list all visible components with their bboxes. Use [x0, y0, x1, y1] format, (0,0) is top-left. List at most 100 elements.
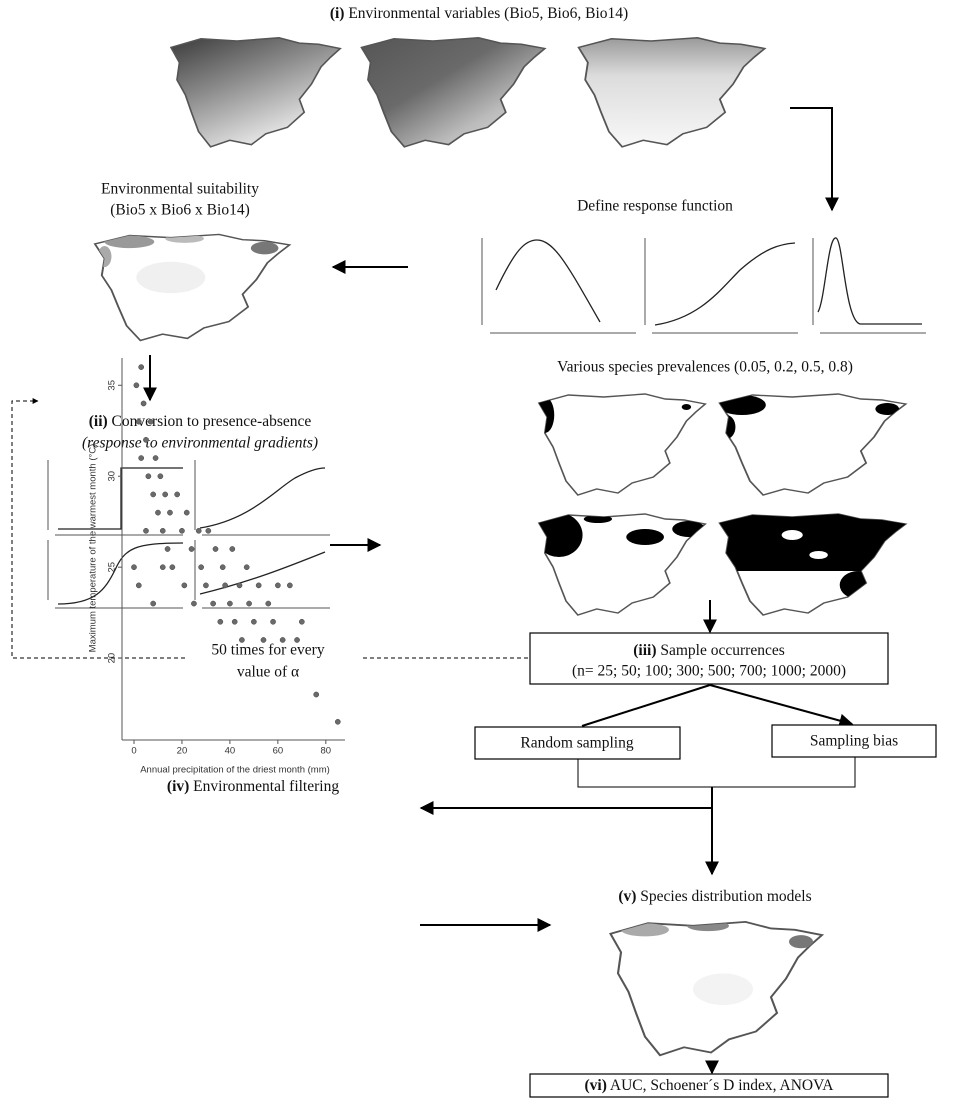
scatter-point [335, 719, 340, 724]
x-axis-label: Annual precipitation of the driest month… [140, 765, 330, 776]
x-tick-label: 20 [177, 746, 188, 757]
scatter-point [139, 455, 144, 460]
scatter-point [218, 619, 223, 624]
scatter-point [227, 601, 232, 606]
scatter-point [213, 546, 218, 551]
step-v-heading: (v) Species distribution models [618, 888, 811, 905]
scatter-point [182, 583, 187, 588]
step-label: (iii) [633, 642, 656, 659]
scatter-point [160, 565, 165, 570]
scatter-point [153, 455, 158, 460]
scatter-point [160, 528, 165, 533]
map-prevalence [535, 513, 705, 615]
scatter-point [261, 637, 266, 642]
suitability-line: Environmental suitability [101, 181, 259, 198]
scatter-point [143, 437, 148, 442]
step-iv-heading: (iv) Environmental filtering [167, 778, 339, 795]
step-text: Species distribution models [640, 888, 811, 905]
scatter-point [220, 565, 225, 570]
step-iii-detail: (n= 25; 50; 100; 300; 500; 700; 1000; 20… [572, 663, 846, 680]
response-heading: Define response function [577, 198, 733, 215]
x-tick-label: 80 [321, 746, 332, 757]
scatter-point [256, 583, 261, 588]
y-axis-label: Maximum temperature of the warmest month… [88, 444, 99, 653]
map-bio5 [171, 38, 340, 147]
y-tick-label: 20 [107, 653, 118, 664]
scatter-point [179, 528, 184, 533]
scatter-point [151, 492, 156, 497]
map-bio14 [579, 38, 765, 147]
scatter-point [294, 637, 299, 642]
scatter-point [230, 546, 235, 551]
y-tick-label: 25 [107, 562, 118, 573]
scatter-point [244, 565, 249, 570]
scatter-point [184, 510, 189, 515]
scatter-point [275, 583, 280, 588]
scatter-point [134, 383, 139, 388]
workflow-diagram: (i) Environmental variables (Bio5, Bio6,… [0, 0, 959, 1099]
step-text: Sample occurrences [660, 642, 784, 659]
map-bio6 [362, 38, 545, 147]
loop-text: value of α [237, 664, 299, 681]
y-tick-label: 30 [107, 471, 118, 482]
step-text: AUC, Schoener´s D index, ANOVA [610, 1077, 834, 1094]
random-text: Random sampling [520, 735, 633, 752]
scatter-point [251, 619, 256, 624]
scatter-point [237, 583, 242, 588]
step-label: (v) [618, 888, 636, 905]
step-text: Environmental variables (Bio5, Bio6, Bio… [348, 5, 628, 22]
bracket [578, 757, 855, 787]
scatter-point [170, 565, 175, 570]
map-sdm [611, 921, 823, 1056]
map-prevalence [717, 394, 906, 495]
scatter-point [191, 601, 196, 606]
scatter-point [167, 510, 172, 515]
scatter-point [287, 583, 292, 588]
scatter-point [280, 637, 285, 642]
scatter-point [314, 692, 319, 697]
scatter-point [266, 601, 271, 606]
step-i-heading: (i) Environmental variables (Bio5, Bio6,… [330, 5, 628, 22]
step-ii-subtitle: (response to environmental gradients) [82, 435, 318, 452]
scatter-point [143, 528, 148, 533]
step-label: (ii) [89, 413, 108, 430]
scatter-point [151, 601, 156, 606]
scatter-point [206, 528, 211, 533]
step-iii-heading: (iii) Sample occurrences [633, 642, 785, 659]
map-prevalence [713, 513, 911, 615]
step-text: Environmental filtering [193, 778, 339, 795]
step-vi-heading: (vi) AUC, Schoener´s D index, ANOVA [584, 1077, 834, 1094]
scatter-point [131, 565, 136, 570]
scatter-point [196, 528, 201, 533]
bias-text: Sampling bias [810, 733, 898, 750]
prevalences-heading: Various species prevalences (0.05, 0.2, … [557, 359, 853, 376]
arrow [790, 108, 832, 210]
scatter-point [175, 492, 180, 497]
scatter-point [203, 583, 208, 588]
step-label: (vi) [584, 1077, 606, 1094]
scatter-point [246, 601, 251, 606]
loop-text: 50 times for every [211, 642, 324, 659]
response-plots [482, 238, 926, 333]
x-tick-label: 60 [273, 746, 284, 757]
scatter-point [223, 583, 228, 588]
arrow [582, 685, 852, 726]
scatter-point [136, 419, 141, 424]
scatter-point [163, 492, 168, 497]
step-label: (iv) [167, 778, 189, 795]
suitability-line: (Bio5 x Bio6 x Bio14) [110, 202, 250, 219]
scatter-point [199, 565, 204, 570]
map-suitability [95, 234, 290, 340]
scatter-point [211, 601, 216, 606]
scatter-point [136, 583, 141, 588]
scatter-point [270, 619, 275, 624]
scatter-point [141, 401, 146, 406]
scatter-point [165, 546, 170, 551]
scatter-point [189, 546, 194, 551]
map-prevalence [535, 394, 705, 495]
scatter-point [239, 637, 244, 642]
scatter-point [155, 510, 160, 515]
page: html, body { margin: 0; padding: 0; back… [0, 0, 959, 1099]
scatter-point [146, 474, 151, 479]
x-tick-label: 0 [131, 746, 136, 757]
